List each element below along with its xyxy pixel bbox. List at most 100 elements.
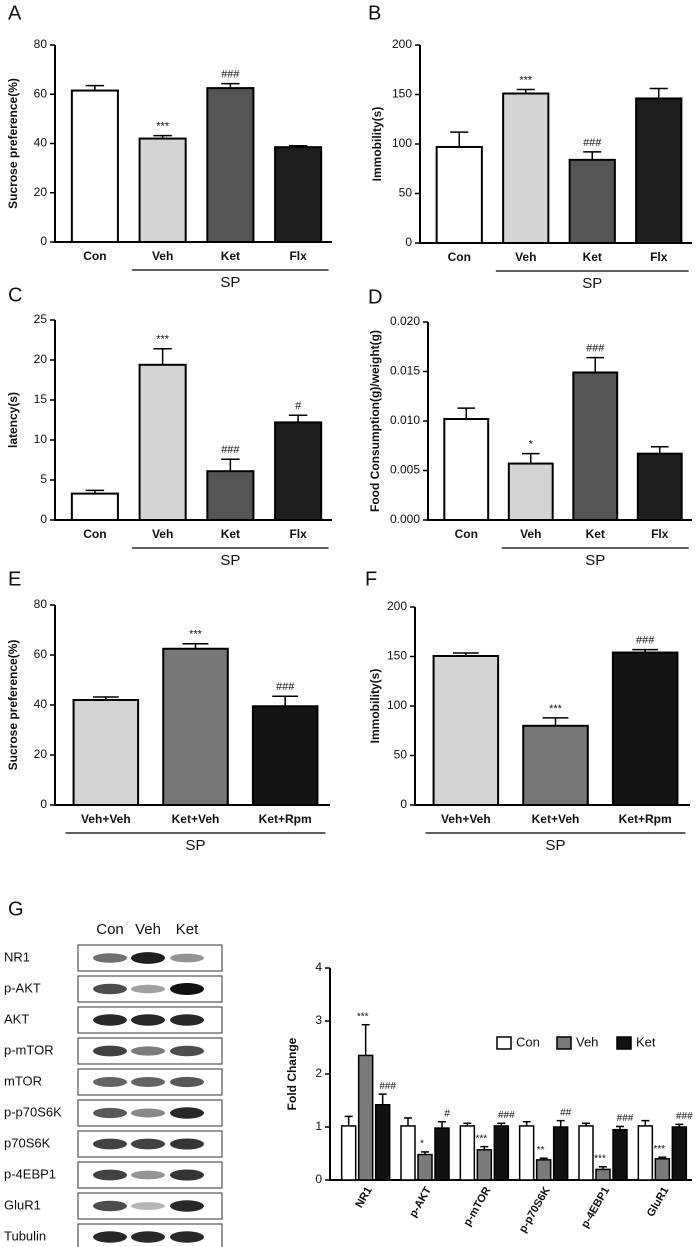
- y-axis-title: Immobility(s): [368, 669, 382, 744]
- x-tick-label: p-AKT: [407, 1185, 434, 1220]
- y-tick-label: 200: [387, 599, 407, 613]
- blot-band: [170, 1045, 204, 1057]
- row-label: GluR1: [4, 1197, 41, 1212]
- blot-band: [93, 1077, 127, 1087]
- bar: [507, 462, 554, 522]
- x-tick-label: Flx: [289, 527, 307, 541]
- y-tick-label: 0: [40, 234, 47, 248]
- x-tick-label: NR1: [353, 1185, 374, 1210]
- significance-label: ###: [498, 1110, 515, 1121]
- significance-label: ***: [357, 1011, 369, 1022]
- bar: [251, 705, 319, 806]
- error-bar: [288, 414, 308, 423]
- row-label: mTOR: [4, 1073, 42, 1088]
- y-tick-label: 40: [34, 697, 48, 711]
- significance-label: ###: [221, 69, 240, 81]
- error-bar: [457, 407, 476, 420]
- bar: [417, 1153, 433, 1181]
- blot-band: [131, 1138, 165, 1150]
- bar: [274, 146, 323, 244]
- bar: [637, 1125, 654, 1181]
- bar: [522, 724, 589, 806]
- y-tick-label: 0: [40, 797, 47, 811]
- x-tick-label: p-mTOR: [461, 1185, 493, 1228]
- legend-label: Veh: [576, 1034, 598, 1049]
- bar: [357, 1054, 374, 1181]
- error-bar: [404, 1117, 412, 1126]
- y-tick-label: 10: [34, 432, 48, 446]
- bar: [443, 418, 490, 521]
- x-tick-label: Ket: [221, 527, 240, 541]
- bar: [654, 1158, 671, 1181]
- x-tick-label: GluR1: [645, 1185, 672, 1219]
- x-tick-label: Ket: [221, 249, 240, 263]
- error-bar: [153, 348, 172, 365]
- group-label: SP: [220, 552, 240, 569]
- significance-label: ***: [475, 1133, 487, 1144]
- bar: [611, 651, 679, 806]
- y-tick-label: 0: [405, 235, 412, 249]
- x-tick-label: Con: [455, 527, 478, 541]
- bar: [518, 1125, 535, 1181]
- panel-label: D: [368, 286, 382, 308]
- bar: [636, 452, 683, 522]
- bar: [612, 1128, 628, 1181]
- y-tick-label: 50: [399, 186, 413, 200]
- error-bar: [344, 1115, 353, 1126]
- bar: [72, 699, 140, 806]
- bar: [578, 1125, 594, 1181]
- bar: [70, 89, 119, 244]
- error-bar: [450, 131, 469, 147]
- blot-band: [131, 1108, 165, 1118]
- y-tick-label: 80: [34, 597, 48, 611]
- bar: [572, 371, 619, 521]
- error-bar: [583, 151, 602, 160]
- blot-band: [93, 1014, 127, 1026]
- y-tick-label: 2: [315, 1066, 322, 1080]
- y-axis-title: Food Consumption(g)/weight(g): [368, 330, 382, 512]
- significance-label: ***: [156, 334, 170, 346]
- legend-label: Con: [516, 1034, 540, 1049]
- y-tick-label: 80: [34, 37, 48, 51]
- x-tick-label: Flx: [650, 250, 668, 264]
- blot-band: [93, 1045, 127, 1057]
- blot-band: [93, 1200, 127, 1212]
- x-tick-label: Veh+Veh: [81, 812, 131, 826]
- row-label: Tubulin: [4, 1228, 46, 1243]
- bar: [671, 1126, 688, 1181]
- y-tick-label: 150: [387, 649, 407, 663]
- significance-label: ***: [156, 121, 170, 133]
- x-tick-label: Veh: [515, 250, 536, 264]
- significance-label: ###: [221, 444, 240, 456]
- bar: [432, 655, 500, 806]
- bar: [459, 1125, 476, 1181]
- significance-label: ##: [560, 1107, 572, 1118]
- row-label: p-p70S6K: [4, 1104, 62, 1119]
- y-tick-label: 0: [400, 797, 407, 811]
- blot-band: [93, 1231, 127, 1243]
- significance-label: ***: [519, 74, 533, 86]
- bar: [70, 492, 119, 522]
- error-bar: [650, 445, 669, 454]
- x-tick-label: Ket+Veh: [532, 812, 580, 826]
- x-tick-label: Ket+Rpm: [619, 812, 672, 826]
- y-axis-title: Sucrose preference(%): [6, 78, 20, 209]
- row-label: NR1: [4, 949, 30, 964]
- row-label: p-mTOR: [4, 1042, 54, 1057]
- y-tick-label: 0.020: [390, 314, 420, 328]
- blot-band: [131, 1231, 165, 1243]
- panel-label: G: [8, 898, 24, 920]
- group-label: SP: [545, 837, 565, 854]
- error-bar: [438, 1120, 446, 1129]
- bar: [535, 1159, 552, 1181]
- significance-label: ###: [617, 1113, 634, 1124]
- blot-band: [93, 1138, 127, 1150]
- blot-band: [170, 1231, 204, 1243]
- y-tick-label: 15: [34, 392, 48, 406]
- y-tick-label: 100: [392, 136, 412, 150]
- x-tick-label: Veh: [520, 527, 541, 541]
- x-tick-label: Veh: [152, 249, 173, 263]
- x-tick-label: Ket+Rpm: [259, 812, 312, 826]
- panel-label: E: [8, 568, 21, 590]
